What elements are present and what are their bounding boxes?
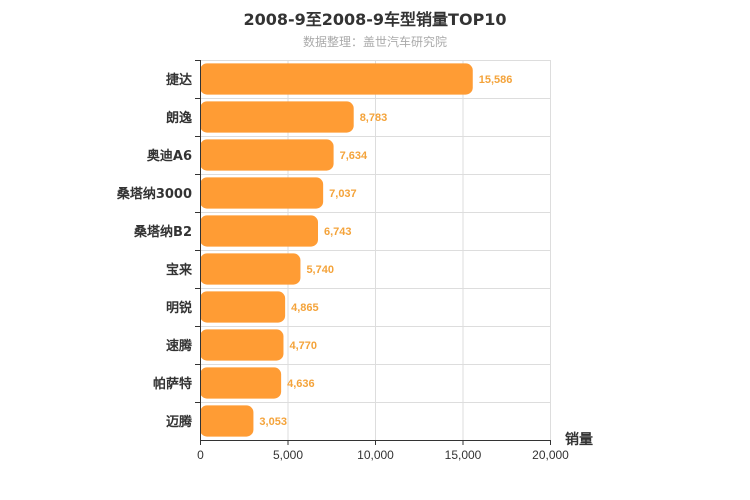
bar-4 [200, 215, 319, 247]
x-tick-label-2: 10,000 [357, 448, 394, 462]
value-label-9: 3,053 [259, 416, 287, 428]
x-axis-title: 销量 [565, 431, 593, 448]
bar-9 [200, 405, 254, 437]
bar-6 [200, 291, 286, 323]
value-label-4: 6,743 [324, 226, 352, 238]
value-label-1: 8,783 [360, 112, 388, 124]
bar-7 [200, 329, 284, 361]
bar-1 [200, 101, 354, 133]
grid-layer [200, 60, 551, 441]
category-label-4: 桑塔纳B2 [133, 224, 192, 240]
bar-0 [200, 63, 473, 95]
category-label-6: 明锐 [166, 300, 192, 316]
value-label-6: 4,865 [291, 302, 319, 314]
value-label-7: 4,770 [289, 340, 317, 352]
category-label-1: 朗逸 [166, 110, 192, 126]
bar-8 [200, 367, 282, 399]
category-label-3: 桑塔纳3000 [116, 186, 192, 202]
chart-title: 2008-9至2008-9车型销量TOP10 [243, 10, 507, 29]
category-label-8: 帕萨特 [153, 376, 192, 392]
x-tick-label-0: 0 [197, 448, 204, 462]
bar-3 [200, 177, 324, 209]
label-layer: 15,586 捷达 8,783 朗逸 7,634 奥迪A6 7,037 桑塔纳3000 6,74… [116, 72, 513, 430]
chart-subtitle: 数据整理：盖世汽车研究院 [302, 35, 447, 49]
x-tick-label-1: 5,000 [273, 448, 303, 462]
category-label-5: 宝来 [166, 262, 193, 278]
x-tick-label-4: 20,000 [532, 448, 569, 462]
bar-2 [200, 139, 334, 171]
x-tick-label-3: 15,000 [445, 448, 482, 462]
category-label-9: 迈腾 [166, 414, 193, 430]
value-label-8: 4,636 [287, 378, 315, 390]
bar-5 [200, 253, 301, 285]
value-label-3: 7,037 [329, 188, 357, 200]
category-label-2: 奥迪A6 [147, 148, 192, 164]
bar-layer [200, 63, 473, 437]
value-label-2: 7,634 [340, 150, 368, 162]
category-label-0: 捷达 [166, 72, 192, 88]
value-label-5: 5,740 [306, 264, 334, 276]
value-label-0: 15,586 [479, 74, 513, 86]
category-label-7: 速腾 [166, 338, 193, 354]
